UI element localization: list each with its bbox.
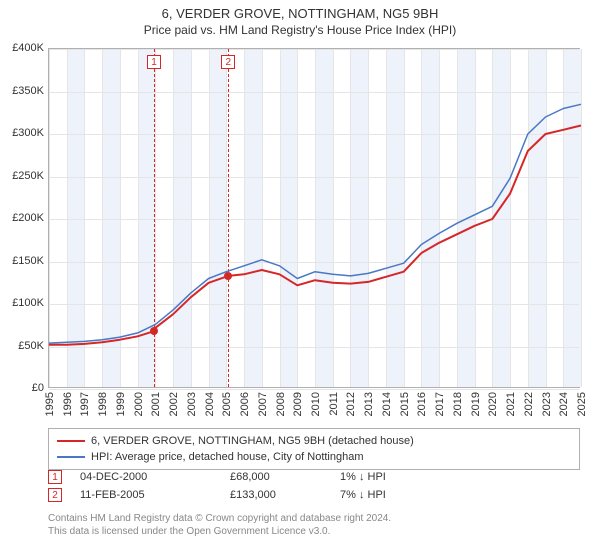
event-date: 04-DEC-2000	[80, 471, 230, 483]
legend-swatch	[57, 456, 85, 458]
x-tick-label: 2024	[558, 392, 570, 416]
x-tick-label: 1998	[97, 392, 109, 416]
legend-label: HPI: Average price, detached house, City…	[91, 451, 364, 463]
chart-container: 6, VERDER GROVE, NOTTINGHAM, NG5 9BH Pri…	[0, 0, 600, 560]
y-tick-label: £250K	[12, 170, 44, 182]
legend: 6, VERDER GROVE, NOTTINGHAM, NG5 9BH (de…	[48, 428, 580, 470]
y-tick-label: £0	[32, 382, 44, 394]
x-tick-label: 2011	[328, 392, 340, 416]
event-price: £133,000	[230, 489, 340, 501]
x-tick-label: 2023	[541, 392, 553, 416]
footer-line: Contains HM Land Registry data © Crown c…	[48, 512, 580, 525]
y-tick-label: £400K	[12, 42, 44, 54]
x-tick-label: 2014	[381, 392, 393, 416]
x-tick-label: 2000	[133, 392, 145, 416]
y-tick-label: £350K	[12, 85, 44, 97]
y-tick-label: £100K	[12, 297, 44, 309]
x-tick-label: 2016	[416, 392, 428, 416]
chart-area: 12 £0£50K£100K£150K£200K£250K£300K£350K£…	[48, 48, 580, 388]
event-price: £68,000	[230, 471, 340, 483]
event-delta: 1% ↓ HPI	[340, 471, 386, 483]
x-tick-label: 2019	[470, 392, 482, 416]
x-tick-label: 2002	[168, 392, 180, 416]
events-table: 1 04-DEC-2000 £68,000 1% ↓ HPI 2 11-FEB-…	[48, 468, 580, 504]
event-marker-icon: 2	[48, 488, 62, 502]
footer-line: This data is licensed under the Open Gov…	[48, 525, 580, 538]
x-tick-label: 2009	[292, 392, 304, 416]
x-tick-label: 1999	[115, 392, 127, 416]
gridline	[49, 389, 579, 390]
legend-item: 6, VERDER GROVE, NOTTINGHAM, NG5 9BH (de…	[57, 433, 571, 449]
footer-attribution: Contains HM Land Registry data © Crown c…	[48, 512, 580, 538]
x-tick-label: 1996	[62, 392, 74, 416]
x-tick-label: 2008	[275, 392, 287, 416]
y-tick-label: £50K	[18, 340, 44, 352]
event-delta: 7% ↓ HPI	[340, 489, 386, 501]
x-tick-label: 2007	[257, 392, 269, 416]
line-series-svg	[49, 49, 581, 389]
x-tick-label: 2012	[345, 392, 357, 416]
event-marker-icon: 1	[48, 470, 62, 484]
chart-subtitle: Price paid vs. HM Land Registry's House …	[0, 21, 600, 37]
x-tick-label: 2006	[239, 392, 251, 416]
x-tick-label: 2020	[487, 392, 499, 416]
event-number: 1	[52, 472, 58, 483]
x-tick-label: 2015	[399, 392, 411, 416]
x-tick-label: 2004	[204, 392, 216, 416]
x-tick-label: 2021	[505, 392, 517, 416]
x-tick-label: 1997	[79, 392, 91, 416]
x-tick-label: 2005	[221, 392, 233, 416]
x-tick-label: 2010	[310, 392, 322, 416]
x-tick-label: 2017	[434, 392, 446, 416]
x-tick-label: 2003	[186, 392, 198, 416]
event-row: 1 04-DEC-2000 £68,000 1% ↓ HPI	[48, 468, 580, 486]
legend-item: HPI: Average price, detached house, City…	[57, 449, 571, 465]
event-row: 2 11-FEB-2005 £133,000 7% ↓ HPI	[48, 486, 580, 504]
x-tick-label: 2001	[150, 392, 162, 416]
y-tick-label: £300K	[12, 127, 44, 139]
plot-area: 12	[48, 48, 580, 388]
y-tick-label: £150K	[12, 255, 44, 267]
legend-label: 6, VERDER GROVE, NOTTINGHAM, NG5 9BH (de…	[91, 435, 414, 447]
y-tick-label: £200K	[12, 212, 44, 224]
event-date: 11-FEB-2005	[80, 489, 230, 501]
series-line	[49, 104, 581, 343]
gridline	[581, 49, 582, 387]
x-tick-label: 1995	[44, 392, 56, 416]
x-tick-label: 2013	[363, 392, 375, 416]
legend-swatch	[57, 440, 85, 442]
x-tick-label: 2018	[452, 392, 464, 416]
x-tick-label: 2022	[523, 392, 535, 416]
chart-title: 6, VERDER GROVE, NOTTINGHAM, NG5 9BH	[0, 0, 600, 21]
x-tick-label: 2025	[576, 392, 588, 416]
event-number: 2	[52, 490, 58, 501]
series-line	[49, 126, 581, 345]
